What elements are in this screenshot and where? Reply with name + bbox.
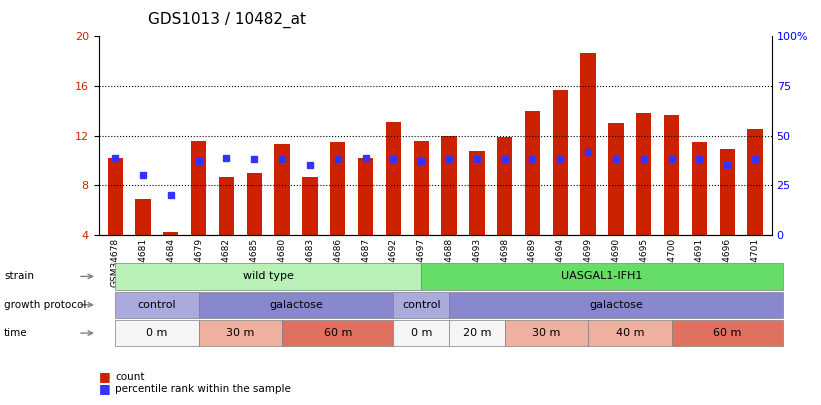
Text: wild type: wild type: [243, 271, 294, 281]
Bar: [246, 173, 262, 235]
Text: 60 m: 60 m: [713, 328, 741, 338]
Bar: [302, 177, 318, 235]
Bar: [580, 53, 596, 235]
Text: percentile rank within the sample: percentile rank within the sample: [115, 384, 291, 394]
Bar: [330, 142, 346, 235]
Bar: [553, 90, 568, 235]
Bar: [219, 177, 234, 235]
Text: ■: ■: [99, 370, 110, 383]
Text: growth protocol: growth protocol: [4, 300, 86, 310]
Bar: [608, 123, 624, 235]
Bar: [135, 199, 151, 235]
Bar: [414, 141, 429, 235]
Bar: [470, 151, 484, 235]
Bar: [108, 158, 123, 235]
Text: galactose: galactose: [589, 300, 643, 310]
Text: galactose: galactose: [269, 300, 323, 310]
Bar: [664, 115, 679, 235]
Text: ■: ■: [99, 382, 110, 395]
Bar: [358, 158, 374, 235]
Bar: [719, 149, 735, 235]
Text: 0 m: 0 m: [146, 328, 167, 338]
Text: 30 m: 30 m: [532, 328, 561, 338]
Text: 30 m: 30 m: [227, 328, 255, 338]
Bar: [525, 111, 540, 235]
Bar: [274, 144, 290, 235]
Bar: [636, 113, 651, 235]
Text: count: count: [115, 372, 144, 382]
Bar: [442, 136, 456, 235]
Bar: [163, 232, 178, 235]
Text: GDS1013 / 10482_at: GDS1013 / 10482_at: [148, 12, 305, 28]
Text: 60 m: 60 m: [323, 328, 352, 338]
Text: strain: strain: [4, 271, 34, 281]
Bar: [497, 137, 512, 235]
Text: 0 m: 0 m: [410, 328, 432, 338]
Text: 40 m: 40 m: [616, 328, 644, 338]
Text: control: control: [138, 300, 177, 310]
Bar: [747, 130, 763, 235]
Bar: [386, 122, 401, 235]
Bar: [191, 141, 206, 235]
Bar: [692, 142, 707, 235]
Text: 20 m: 20 m: [462, 328, 491, 338]
Text: time: time: [4, 328, 28, 338]
Text: UASGAL1-IFH1: UASGAL1-IFH1: [562, 271, 643, 281]
Text: control: control: [402, 300, 441, 310]
